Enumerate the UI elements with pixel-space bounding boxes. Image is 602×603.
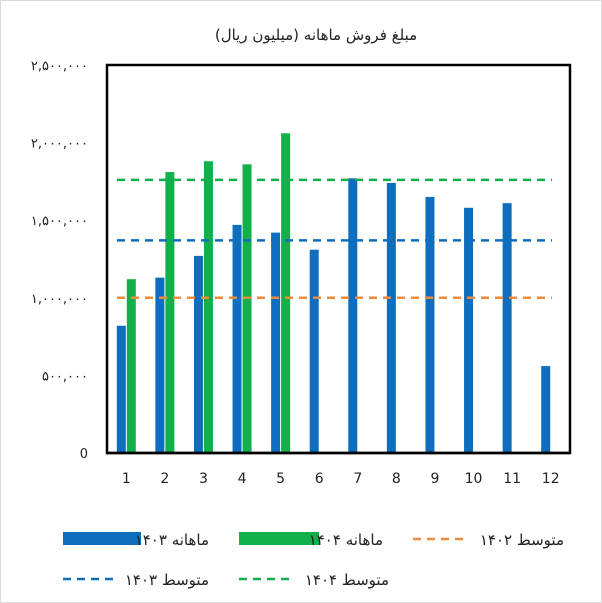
legend-label: متوسط ۱۴۰۴	[305, 571, 389, 589]
bar-series-2-2	[165, 172, 175, 453]
bar-series-1-7	[348, 178, 358, 453]
y-tick-label: ۲,۵۰۰,۰۰۰	[31, 59, 88, 74]
y-tick-label: 0	[80, 447, 88, 462]
legend-swatch-bar	[239, 532, 319, 545]
legend-label: ماهانه ۱۴۰۴	[309, 531, 383, 549]
x-tick-label: 8	[392, 471, 401, 487]
bar-series-1-10	[464, 207, 474, 453]
bar-series-1-3	[193, 255, 203, 453]
x-tick-label: 7	[353, 471, 362, 487]
x-tick-label: 1	[122, 471, 131, 487]
bar-series-1-12	[541, 366, 551, 453]
x-tick-label: 4	[238, 471, 247, 487]
legend-label: ماهانه ۱۴۰۳	[135, 531, 209, 549]
y-tick-label: ۱,۵۰۰,۰۰۰	[31, 214, 88, 229]
x-axis-ticks: 1 2 3 4 5 6 7 8 9 10 11 12	[122, 471, 560, 487]
reference-lines-group	[117, 178, 552, 300]
bar-series-2-1	[126, 279, 136, 453]
legend-label: متوسط ۱۴۰۳	[125, 571, 209, 589]
x-tick-label: 9	[430, 471, 439, 487]
y-tick-label: ۲,۰۰۰,۰۰۰	[31, 137, 88, 152]
x-tick-label: 3	[199, 471, 208, 487]
x-tick-label: 6	[315, 471, 324, 487]
bars-group	[116, 133, 551, 454]
bar-series-1-1	[116, 325, 126, 453]
x-tick-label: 5	[276, 471, 285, 487]
legend: ماهانه ۱۴۰۳ ماهانه ۱۴۰۴ متوسط ۱۴۰۲ متوسط ۱۴…	[63, 531, 564, 589]
bar-series-1-9	[425, 196, 435, 454]
bar-series-1-2	[155, 277, 165, 453]
bar-series-1-6	[309, 249, 319, 453]
x-tick-label: 11	[503, 471, 521, 487]
y-tick-label: ۵۰۰,۰۰۰	[42, 369, 88, 384]
bar-series-1-4	[232, 224, 242, 453]
legend-label: متوسط ۱۴۰۲	[480, 531, 564, 549]
chart-title: مبلغ فروش ماهانه (میلیون ریال)	[215, 26, 417, 44]
y-axis-ticks: 0 ۵۰۰,۰۰۰ ۱,۰۰۰,۰۰۰ ۱,۵۰۰,۰۰۰ ۲,۰۰۰,۰۰۰ ۲,۵۰۰…	[31, 59, 88, 462]
x-tick-label: 10	[465, 471, 483, 487]
bar-series-1-11	[502, 203, 512, 453]
bar-series-1-5	[271, 232, 281, 453]
bar-series-2-5	[281, 133, 291, 453]
x-tick-label: 12	[542, 471, 560, 487]
y-tick-label: ۱,۰۰۰,۰۰۰	[31, 292, 88, 307]
plot-area-border	[105, 63, 572, 455]
x-tick-label: 2	[160, 471, 169, 487]
bar-series-2-3	[203, 161, 213, 453]
legend-swatch-bar	[63, 532, 141, 545]
bar-series-2-4	[242, 164, 252, 453]
bar-series-1-8	[386, 182, 396, 453]
